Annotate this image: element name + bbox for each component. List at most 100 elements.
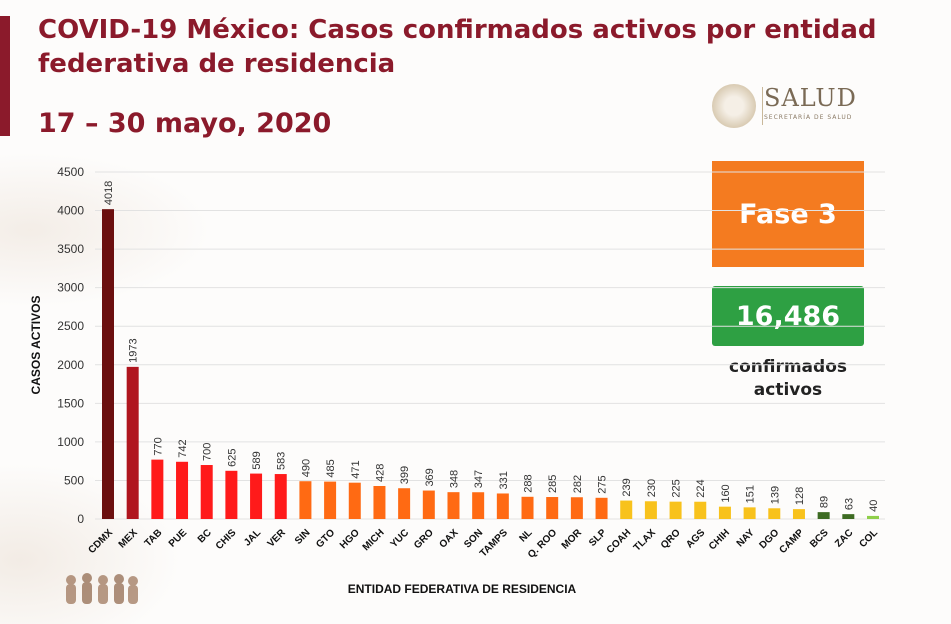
x-tick-label-nl: NL bbox=[517, 527, 534, 544]
logo-name: SALUD bbox=[764, 84, 857, 112]
value-label-jal: 589 bbox=[251, 451, 263, 469]
value-label-dgo: 139 bbox=[769, 486, 781, 504]
x-tick-label-mex: MEX bbox=[117, 527, 140, 550]
value-label-col: 40 bbox=[868, 500, 880, 512]
bar-ags bbox=[694, 501, 707, 519]
bar-nay bbox=[743, 507, 756, 519]
bar-q-roo bbox=[546, 497, 559, 519]
bar-zac bbox=[842, 514, 855, 519]
logo-divider bbox=[762, 87, 763, 125]
total-cases-box: 16,486 bbox=[712, 286, 864, 346]
x-tick-label-jal: JAL bbox=[242, 527, 263, 548]
total-cases-label-line1: confirmados bbox=[729, 357, 847, 377]
x-tick-label-col: COL bbox=[857, 527, 880, 550]
y-tick-label-2000: 2000 bbox=[57, 358, 84, 372]
bar-yuc bbox=[398, 488, 411, 519]
value-label-chih: 160 bbox=[720, 484, 732, 502]
value-label-coah: 239 bbox=[621, 478, 633, 496]
decorative-heroes-icon bbox=[66, 573, 138, 604]
y-axis-title: CASOS ACTIVOS bbox=[29, 296, 43, 395]
value-label-pue: 742 bbox=[177, 439, 189, 457]
value-label-ver: 583 bbox=[276, 452, 288, 470]
x-tick-label-pue: PUE bbox=[167, 527, 190, 550]
y-tick-label-3000: 3000 bbox=[57, 281, 84, 295]
y-axis-ticks: 0 500 1000 1500 2000 2500 3000 3500 4000 4500 bbox=[57, 165, 84, 526]
logo-subtitle: SECRETARÍA DE SALUD bbox=[764, 114, 853, 121]
coat-of-arms-icon bbox=[712, 84, 756, 128]
value-label-slp: 275 bbox=[597, 475, 609, 493]
x-tick-label-chih: CHIH bbox=[707, 527, 732, 552]
page-title-line2: federativa de residencia bbox=[38, 49, 396, 79]
bar-col bbox=[867, 515, 879, 519]
bar-dgo bbox=[768, 508, 781, 519]
bar-cdmx bbox=[102, 209, 114, 520]
x-tick-label-cdmx: CDMX bbox=[87, 527, 116, 556]
bar-chih bbox=[718, 506, 731, 519]
bar-tamps bbox=[496, 493, 509, 519]
x-tick-label-slp: SLP bbox=[587, 527, 609, 549]
x-tick-label-ver: VER bbox=[266, 527, 289, 550]
value-label-oax: 348 bbox=[448, 470, 460, 488]
value-label-ags: 224 bbox=[695, 479, 707, 497]
value-label-cdmx: 4018 bbox=[103, 181, 115, 205]
x-tick-label-sin: SIN bbox=[293, 527, 313, 547]
bar-hgo bbox=[348, 482, 361, 519]
bar-sin bbox=[299, 481, 312, 519]
bar-mich bbox=[373, 485, 386, 519]
x-tick-label-camp: CAMP bbox=[777, 527, 806, 556]
value-label-son: 347 bbox=[473, 470, 485, 488]
value-label-hgo: 471 bbox=[350, 460, 362, 478]
bar-ver bbox=[274, 474, 287, 519]
value-labels: 4018 1973 770 742 700 625 589 583 490 485 471 428 39… bbox=[103, 181, 880, 512]
bar-chis bbox=[225, 470, 238, 519]
bar-gto bbox=[324, 481, 337, 519]
x-tick-label-bc: BC bbox=[196, 527, 214, 545]
value-label-bc: 700 bbox=[202, 443, 214, 461]
value-label-camp: 128 bbox=[794, 487, 806, 505]
value-label-mex: 1973 bbox=[128, 338, 140, 362]
x-tick-label-chis: CHIS bbox=[214, 527, 239, 552]
bar-son bbox=[472, 492, 485, 519]
bar-slp bbox=[595, 497, 608, 519]
value-label-mich: 428 bbox=[374, 464, 386, 482]
value-label-qro: 225 bbox=[671, 479, 683, 497]
x-tick-label-zac: ZAC bbox=[833, 527, 855, 549]
title-accent-bar bbox=[0, 16, 10, 136]
y-tick-label-2500: 2500 bbox=[57, 319, 84, 333]
x-tick-label-nay: NAY bbox=[735, 527, 757, 549]
bar-nl bbox=[521, 496, 534, 519]
y-tick-label-1000: 1000 bbox=[57, 435, 84, 449]
x-tick-label-gto: GTO bbox=[314, 527, 337, 550]
bar-tab bbox=[151, 459, 164, 519]
x-tick-label-ags: AGS bbox=[684, 527, 707, 550]
x-tick-label-qro: QRO bbox=[659, 527, 683, 551]
value-label-bcs: 89 bbox=[819, 496, 831, 508]
y-tick-label-500: 500 bbox=[64, 473, 84, 487]
y-tick-label-0: 0 bbox=[77, 512, 84, 526]
bar-gro bbox=[422, 490, 435, 519]
x-tick-label-coah: COAH bbox=[605, 527, 634, 556]
total-cases-label-line2: activos bbox=[753, 380, 823, 400]
x-tick-label-tamps: TAMPS bbox=[478, 527, 510, 559]
value-label-tamps: 331 bbox=[498, 471, 510, 489]
value-label-yuc: 399 bbox=[399, 466, 411, 484]
bar-mor bbox=[570, 497, 583, 519]
page-title-line1: COVID-19 México: Casos confirmados activ… bbox=[38, 15, 877, 45]
value-label-gto: 485 bbox=[325, 459, 337, 477]
chart-gridlines bbox=[95, 171, 885, 520]
y-tick-label-4500: 4500 bbox=[57, 165, 84, 179]
y-tick-label-1500: 1500 bbox=[57, 396, 84, 410]
bar-camp bbox=[792, 509, 805, 519]
x-tick-label-hgo: HGO bbox=[338, 527, 362, 551]
bar-mex bbox=[126, 366, 139, 519]
bar-pue bbox=[176, 461, 189, 519]
x-tick-label-mich: MICH bbox=[361, 527, 387, 553]
x-tick-label-gro: GRO bbox=[412, 527, 436, 551]
x-tick-label-mor: MOR bbox=[560, 527, 585, 552]
bar-bc bbox=[200, 465, 213, 519]
chart-bars bbox=[102, 209, 879, 520]
x-tick-label-tlax: TLAX bbox=[632, 527, 658, 553]
y-tick-label-4000: 4000 bbox=[57, 204, 84, 218]
date-range-subtitle: 17 – 30 mayo, 2020 bbox=[38, 108, 332, 139]
